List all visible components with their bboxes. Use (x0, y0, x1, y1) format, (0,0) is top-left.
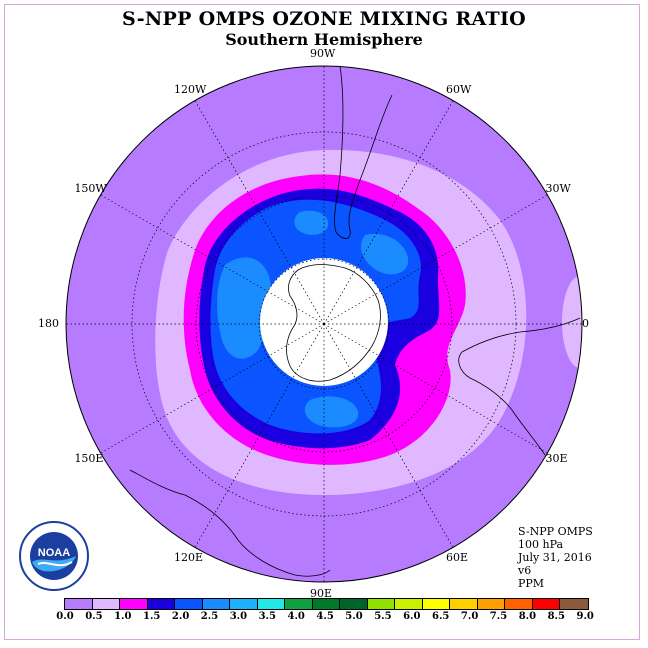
colorbar-swatch (285, 599, 313, 609)
longitude-label: 90W (310, 47, 336, 60)
info-block: S-NPP OMPS 100 hPa July 31, 2016 v6 PPM (518, 525, 593, 590)
longitude-label: 150E (74, 452, 104, 465)
colorbar-swatch (367, 599, 395, 609)
colorbar-tick-label: 5.0 (345, 611, 363, 622)
longitude-label: 90E (310, 587, 333, 600)
no-data-polar-cap (260, 258, 388, 386)
colorbar-swatch (230, 599, 258, 609)
edge-light-patch (562, 276, 582, 368)
colorbar-tick-label: 0.0 (56, 611, 74, 622)
colorbar-swatch (175, 599, 203, 609)
info-version: v6 (518, 564, 532, 577)
africa-outline (458, 317, 581, 456)
colorbar-swatch (505, 599, 533, 609)
contour-2-5-south (304, 396, 359, 428)
colorbar-tick-label: 7.5 (489, 611, 508, 622)
map-title: S-NPP OMPS OZONE MIXING RATIO (121, 8, 527, 30)
contour-2-5-north (294, 210, 329, 235)
colorbar-ticks: 0.0 0.5 1.0 1.5 2.0 2.5 3.0 3.5 4.0 4.5 5.0 5.5 6.0 6… (0, 611, 648, 625)
longitude-label: 60E (446, 550, 469, 564)
map-boundary (65, 65, 583, 583)
colorbar-tick-label: 3.5 (258, 611, 276, 622)
colorbar-swatch (395, 599, 423, 609)
meridian-line (323, 100, 454, 325)
colorbar-swatch (147, 599, 175, 609)
colorbar-tick-label: 0.5 (85, 611, 103, 622)
colorbar-swatch (477, 599, 505, 609)
colorbar (64, 598, 589, 610)
colorbar-swatch (202, 599, 230, 609)
colorbar-tick-label: 7.0 (460, 611, 479, 622)
colorbar-swatch (257, 599, 285, 609)
colorbar-swatch (340, 599, 368, 609)
longitude-label: 150W (74, 182, 107, 195)
longitude-label: 30W (545, 182, 571, 195)
info-date: July 31, 2016 (518, 551, 592, 564)
meridian-line (100, 194, 325, 325)
colorbar-swatch (450, 599, 478, 609)
colorbar-tick-label: 6.0 (403, 611, 421, 622)
colorbar-swatch (422, 599, 450, 609)
colorbar-swatch (560, 599, 588, 609)
longitude-label: 120W (174, 83, 207, 97)
meridian-line (323, 194, 548, 325)
colorbar-tick-label: 9.0 (576, 611, 594, 622)
colorbar-tick-label: 4.5 (316, 611, 334, 622)
colorbar-tick-label: 2.0 (171, 611, 190, 622)
map-subtitle: Southern Hemisphere (225, 30, 423, 49)
south-america-outline (334, 65, 393, 239)
colorbar-tick-label: 5.5 (374, 611, 392, 622)
info-units: PPM (518, 577, 545, 590)
info-level: 100 hPa (518, 538, 564, 551)
meridian-line (100, 323, 325, 454)
colorbar-swatch (65, 599, 93, 609)
colorbar-tick-label: 4.0 (287, 611, 305, 622)
meridian-line (194, 323, 325, 548)
colorbar-swatch (312, 599, 340, 609)
graticule (66, 66, 582, 582)
colorbar-tick-label: 8.0 (518, 611, 537, 622)
contour-2-5-east (360, 233, 409, 275)
colorbar-swatch (532, 599, 560, 609)
noaa-logo: NOAA (19, 521, 89, 591)
longitude-label: 180 (38, 317, 59, 330)
longitude-label: 0 (582, 317, 589, 330)
colorbar-tick-label: 8.5 (547, 611, 565, 622)
colorbar-swatch (92, 599, 120, 609)
colorbar-tick-label: 1.0 (114, 611, 132, 622)
plot-frame (4, 4, 640, 640)
contour-2-5-west (217, 257, 272, 359)
meridian-line (323, 323, 454, 548)
colorbar-tick-label: 1.5 (142, 611, 161, 622)
meridian-line (323, 323, 548, 454)
logo-text: NOAA (38, 547, 70, 559)
longitude-label: 60W (446, 83, 472, 97)
colorbar-tick-label: 3.0 (229, 611, 248, 622)
australia-outline (129, 469, 331, 577)
antarctica-outline (286, 264, 381, 382)
longitude-label: 120E (174, 550, 204, 564)
meridian-line (194, 100, 325, 325)
info-instrument: S-NPP OMPS (518, 525, 593, 538)
colorbar-swatch (120, 599, 148, 609)
colorbar-tick-label: 6.5 (431, 611, 450, 622)
longitude-label: 30E (545, 452, 568, 465)
colorbar-tick-label: 2.5 (200, 611, 219, 622)
